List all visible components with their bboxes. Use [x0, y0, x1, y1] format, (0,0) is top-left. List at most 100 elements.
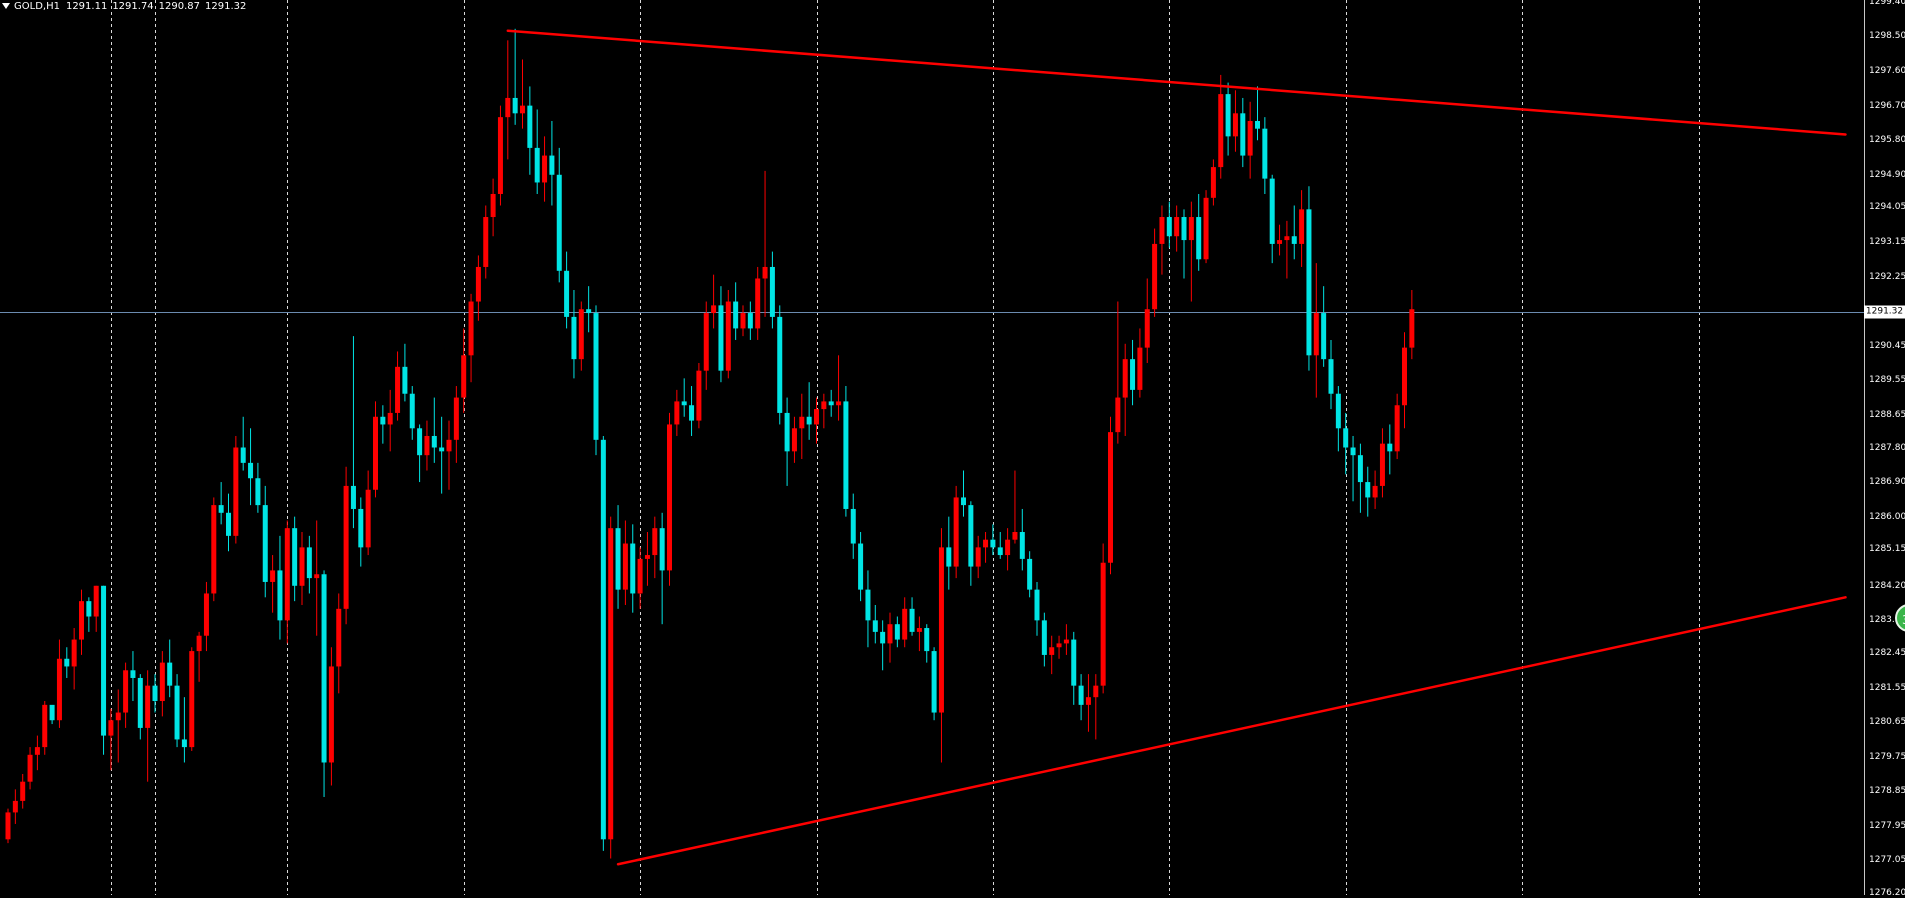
- candle: [380, 405, 386, 444]
- candle-body: [196, 635, 202, 652]
- candle-body: [1306, 209, 1312, 356]
- candle: [226, 493, 231, 552]
- candle: [86, 597, 92, 632]
- candle: [446, 420, 452, 490]
- candle: [1005, 528, 1011, 571]
- candle: [417, 424, 423, 483]
- candle-body: [1115, 397, 1121, 433]
- candle: [1056, 635, 1062, 659]
- candle-body: [1085, 697, 1091, 705]
- candle: [769, 251, 775, 329]
- candle: [821, 393, 827, 429]
- candle-body: [1056, 643, 1062, 648]
- candle-body: [395, 366, 401, 413]
- price-tick-label: 1299.40: [1869, 0, 1905, 7]
- candle-body: [343, 485, 349, 609]
- candle: [79, 589, 84, 655]
- candle: [630, 524, 636, 613]
- candle-body: [373, 416, 378, 490]
- candle-body: [409, 393, 415, 429]
- candle: [240, 416, 246, 471]
- candle: [542, 136, 548, 202]
- candle-body: [784, 412, 790, 452]
- candle-body: [1255, 120, 1260, 129]
- price-tick-label: 1294.05: [1869, 202, 1905, 213]
- candle-body: [1402, 347, 1407, 406]
- candle: [1174, 205, 1180, 252]
- candle: [961, 470, 966, 517]
- candle-body: [1159, 217, 1165, 244]
- candle: [784, 397, 790, 486]
- candle: [1027, 551, 1033, 598]
- candle-body: [733, 301, 739, 329]
- candle: [931, 647, 937, 721]
- candle-body: [924, 628, 930, 652]
- candle-body: [1034, 589, 1040, 621]
- candle-body: [946, 547, 952, 567]
- candle: [836, 355, 842, 421]
- candle: [284, 520, 290, 644]
- support-trendline: [616, 596, 1847, 866]
- candle: [490, 178, 496, 237]
- candle-body: [1078, 685, 1084, 705]
- candle-body: [270, 570, 276, 582]
- candle-body: [1387, 443, 1393, 452]
- collapse-triangle-icon[interactable]: [2, 3, 10, 9]
- candle: [314, 520, 320, 636]
- candle-body: [12, 800, 18, 813]
- price-scale[interactable]: 1299.40 1298.50 1297.60 1296.70 1295.80 1294.…: [1864, 0, 1905, 898]
- candle-body: [321, 574, 327, 763]
- candle-body: [417, 428, 423, 456]
- candle-body: [916, 628, 922, 632]
- candle-body: [1313, 313, 1319, 356]
- candle: [71, 628, 77, 690]
- candle: [497, 105, 503, 206]
- candle-body: [997, 547, 1003, 556]
- ohlc-low: 1290.87: [158, 0, 201, 12]
- candle-body: [667, 424, 672, 571]
- candle: [593, 305, 599, 456]
- candle-body: [350, 485, 356, 509]
- candle: [938, 528, 944, 763]
- candle: [27, 747, 33, 790]
- candle-body: [1071, 639, 1077, 686]
- candle: [1247, 101, 1253, 179]
- candle-body: [108, 720, 114, 736]
- candle: [1357, 443, 1363, 513]
- candle-body: [1321, 313, 1327, 360]
- candle: [711, 274, 717, 329]
- candle: [1049, 635, 1055, 675]
- candle-body: [1041, 620, 1047, 655]
- candle: [1159, 205, 1165, 275]
- candle-body: [284, 528, 290, 621]
- candle: [203, 581, 209, 652]
- price-tick-label: 1288.65: [1869, 409, 1905, 420]
- candle: [181, 697, 187, 763]
- candle-body: [27, 754, 33, 782]
- candle-body: [806, 416, 812, 425]
- candle-body: [1365, 482, 1371, 498]
- candle: [814, 397, 819, 444]
- candle-body: [556, 174, 562, 271]
- candle: [520, 59, 525, 129]
- candle-body: [233, 447, 239, 536]
- candle: [725, 290, 731, 379]
- candle: [1394, 393, 1400, 460]
- candle: [483, 205, 489, 279]
- candle-body: [42, 704, 48, 748]
- candle-body: [689, 405, 695, 421]
- candle: [953, 485, 959, 579]
- candle-body: [328, 666, 334, 763]
- candle-body: [527, 105, 533, 148]
- candle-body: [1108, 432, 1113, 563]
- candle: [292, 516, 298, 602]
- candle-body: [203, 593, 209, 636]
- candle: [1387, 424, 1393, 475]
- candle: [1203, 190, 1209, 264]
- candle-body: [1049, 647, 1055, 655]
- candle: [34, 735, 40, 771]
- candle-body: [1277, 240, 1283, 244]
- candle-body: [483, 217, 489, 267]
- candle-body: [468, 301, 474, 356]
